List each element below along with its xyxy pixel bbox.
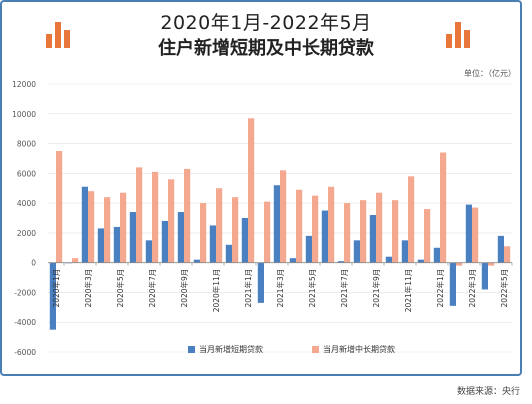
long-term-bar (424, 209, 431, 263)
long-term-bar (72, 258, 79, 263)
short-term-bar (177, 212, 184, 263)
long-term-bar (264, 201, 271, 263)
long-term-bar (120, 192, 127, 263)
short-term-bar (369, 215, 376, 263)
x-tick-label: 2021年9月 (371, 269, 381, 308)
long-term-bar (232, 197, 239, 263)
long-term-bar (280, 170, 287, 263)
short-term-bar (193, 259, 200, 263)
y-tick-label: 2000 (17, 229, 36, 238)
short-term-bar (161, 220, 168, 263)
long-term-bar (408, 176, 415, 263)
short-term-bar (353, 240, 360, 263)
long-term-bar (328, 186, 335, 263)
short-term-bar (401, 240, 408, 263)
source-label: 数据来源：央行 (456, 387, 520, 397)
long-term-bar (440, 152, 447, 263)
long-term-bar (456, 262, 463, 266)
long-term-bar (488, 262, 495, 266)
short-term-bar (81, 186, 88, 263)
long-term-bar (360, 200, 367, 263)
x-tick-label: 2021年5月 (307, 269, 317, 308)
x-tick-label: 2021年1月 (243, 269, 253, 308)
legend-swatch-long (312, 346, 319, 353)
x-tick-label: 2021年11月 (403, 269, 413, 313)
legend-label-short: 当月新增短期贷款 (199, 344, 263, 354)
y-tick-label: 4000 (17, 199, 36, 208)
short-term-bar (481, 262, 488, 290)
long-term-bar (344, 203, 351, 263)
short-term-bar (145, 240, 152, 263)
x-tick-label: 2020年11月 (211, 269, 221, 313)
short-term-bar (449, 262, 456, 306)
x-tick-label: 2022年3月 (467, 269, 477, 308)
long-term-bar (216, 188, 223, 263)
short-term-bar (225, 244, 232, 263)
long-term-bar (312, 195, 319, 263)
short-term-bar (417, 259, 424, 263)
long-term-bar (104, 197, 111, 263)
long-term-bar (472, 207, 479, 263)
x-tick-label: 2020年1月 (51, 269, 61, 308)
short-term-bar (289, 258, 296, 263)
short-term-bar (321, 210, 328, 263)
x-tick-label: 2022年5月 (499, 269, 509, 308)
short-term-bar (433, 247, 440, 263)
long-term-bar (200, 203, 207, 263)
x-tick-label: 2020年7月 (147, 269, 157, 308)
unit-label: 单位：（亿元） (464, 69, 516, 78)
long-term-bar (56, 151, 63, 263)
short-term-bar (305, 235, 312, 263)
short-term-bar (129, 212, 136, 263)
short-term-bar (257, 262, 264, 303)
long-term-bar (184, 168, 191, 263)
bar-chart-icon-left (46, 22, 70, 48)
y-tick-label: 8000 (17, 140, 36, 149)
x-tick-label: 2020年9月 (179, 269, 189, 308)
chart-title: 2020年1月-2022年5月 (160, 12, 372, 34)
y-tick-label: 10000 (12, 110, 36, 119)
short-term-bar (273, 185, 280, 263)
y-tick-label: 0 (31, 259, 36, 268)
short-term-bar (49, 262, 56, 330)
x-tick-label: 2021年7月 (339, 269, 349, 308)
short-term-bar (241, 218, 248, 263)
chart-subtitle: 住户新增短期及中长期贷款 (158, 38, 374, 59)
long-term-bar (296, 189, 303, 263)
y-tick-label: 6000 (17, 169, 36, 178)
bar-chart-icon-right (446, 22, 470, 48)
y-tick-label: -4000 (14, 318, 36, 327)
x-tick-label: 2020年3月 (83, 269, 93, 308)
short-term-bar (113, 226, 120, 263)
long-term-bar (168, 179, 175, 263)
long-term-bar (392, 200, 399, 263)
short-term-bar (209, 225, 216, 263)
long-term-bar (88, 191, 95, 263)
long-term-bar (152, 171, 159, 263)
legend-swatch-short (188, 346, 195, 353)
short-term-bar (97, 228, 104, 263)
short-term-bar (337, 261, 344, 263)
long-term-bar (376, 192, 383, 263)
y-tick-label: 12000 (12, 80, 36, 89)
short-term-bar (385, 256, 392, 263)
x-tick-label: 2021年3月 (275, 269, 285, 308)
x-tick-label: 2022年1月 (435, 269, 445, 308)
legend-label-long: 当月新增中长期贷款 (323, 344, 395, 354)
long-term-bar (248, 118, 255, 263)
short-term-bar (465, 204, 472, 263)
y-tick-label: -6000 (14, 348, 36, 357)
y-tick-label: -2000 (14, 288, 36, 297)
long-term-bar (504, 246, 511, 263)
short-term-bar (497, 235, 504, 263)
x-tick-label: 2020年5月 (115, 269, 125, 308)
long-term-bar (136, 167, 143, 263)
